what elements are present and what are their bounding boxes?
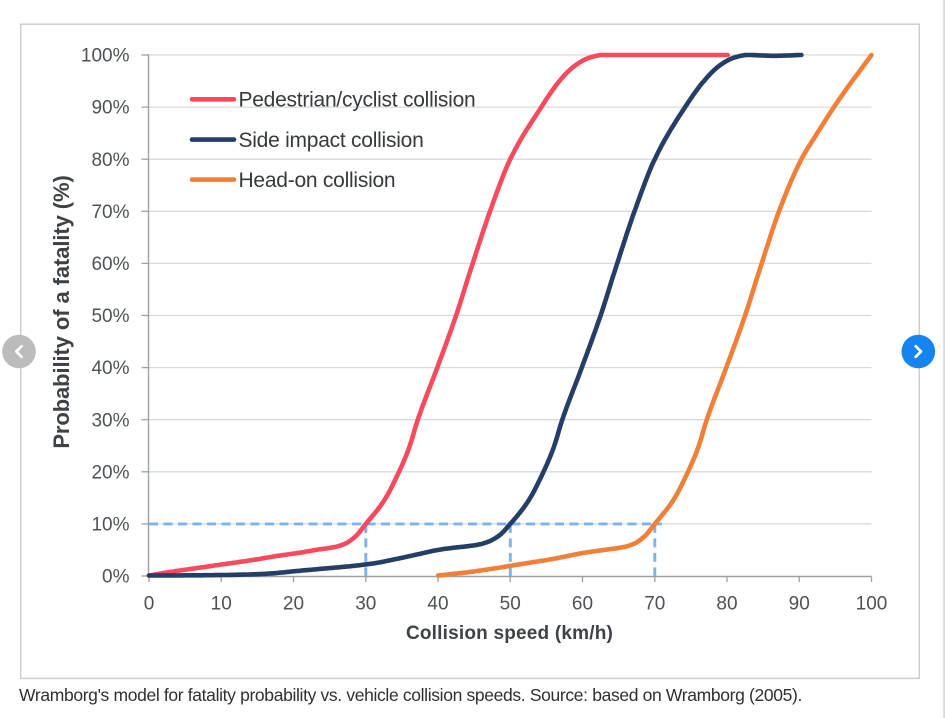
svg-text:80%: 80% [91, 150, 129, 171]
svg-text:10%: 10% [91, 515, 129, 536]
svg-text:0%: 0% [102, 567, 130, 588]
svg-text:20%: 20% [91, 462, 129, 483]
svg-text:90: 90 [789, 593, 810, 614]
svg-text:Probability of a fatality (%): Probability of a fatality (%) [49, 175, 74, 448]
svg-text:0: 0 [144, 593, 155, 614]
svg-text:70%: 70% [91, 202, 129, 223]
svg-text:50: 50 [500, 593, 521, 614]
svg-text:Head-on collision: Head-on collision [239, 169, 396, 192]
svg-text:10: 10 [211, 593, 232, 614]
svg-text:Side impact collision: Side impact collision [239, 129, 424, 152]
svg-text:40%: 40% [91, 358, 129, 379]
svg-text:Pedestrian/cyclist collision: Pedestrian/cyclist collision [239, 89, 476, 112]
svg-text:30%: 30% [91, 410, 129, 431]
svg-text:100: 100 [856, 593, 888, 614]
svg-text:20: 20 [283, 593, 304, 614]
svg-text:80: 80 [716, 593, 737, 614]
svg-text:60%: 60% [91, 254, 129, 275]
svg-text:90%: 90% [91, 98, 129, 119]
svg-text:60: 60 [572, 593, 593, 614]
svg-text:100%: 100% [81, 46, 130, 67]
svg-text:40: 40 [427, 593, 448, 614]
svg-text:Collision speed (km/h): Collision speed (km/h) [406, 623, 613, 644]
svg-text:50%: 50% [91, 306, 129, 327]
svg-text:70: 70 [644, 593, 665, 614]
svg-text:30: 30 [355, 593, 376, 614]
